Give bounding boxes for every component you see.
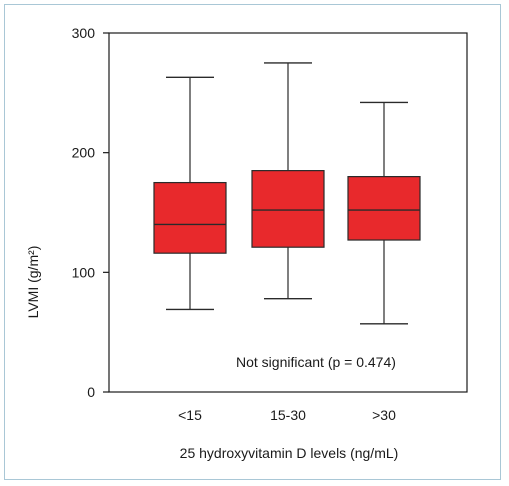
iqr-box-2 <box>347 176 421 241</box>
boxes <box>153 62 421 325</box>
iqr-box-1 <box>251 170 325 248</box>
box-group-0 <box>153 76 227 311</box>
y-axis: 0 100 200 300 <box>72 25 109 400</box>
box-group-2 <box>347 101 421 325</box>
y-axis-title: LVMI (g/m²) <box>25 246 41 319</box>
y-tick-label-200: 200 <box>72 145 96 161</box>
plot-area <box>108 32 468 393</box>
significance-annotation: Not significant (p = 0.474) <box>236 354 396 370</box>
x-tick-label-0: <15 <box>178 407 202 423</box>
iqr-box-0 <box>153 181 227 254</box>
x-tick-label-2: >30 <box>372 407 396 423</box>
x-axis-title: 25 hydroxyvitamin D levels (ng/mL) <box>180 445 399 461</box>
y-tick-label-300: 300 <box>72 25 96 41</box>
x-tick-label-1: 15-30 <box>270 407 306 423</box>
box-group-1 <box>251 62 325 300</box>
y-tick-label-0: 0 <box>87 384 95 400</box>
x-axis: <15 15-30 >30 <box>178 407 396 423</box>
y-tick-label-100: 100 <box>72 264 96 280</box>
